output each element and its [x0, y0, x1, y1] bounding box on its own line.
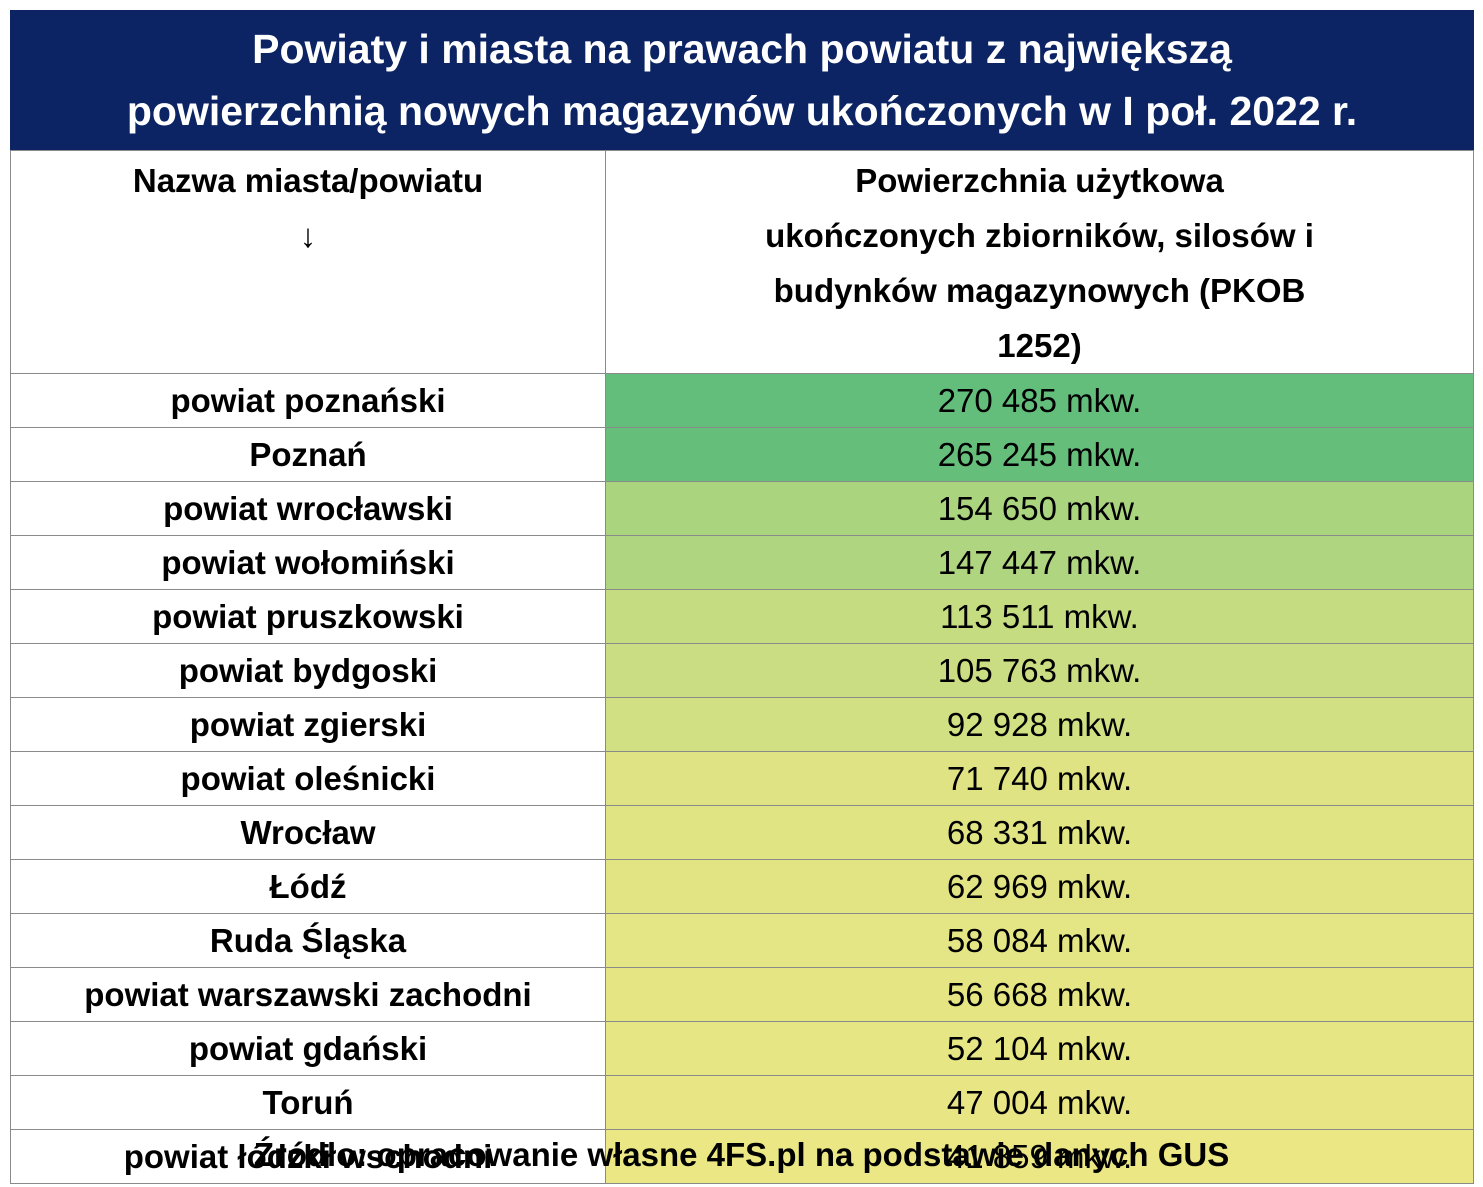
row-value-cell: 68 331 mkw. [605, 805, 1474, 860]
row-name-cell: powiat pruszkowski [10, 589, 606, 644]
header-name-column: Nazwa miasta/powiatu ↓ [10, 150, 606, 374]
row-value-cell: 41 859 mkw. [605, 1129, 1474, 1184]
row-value-cell: 71 740 mkw. [605, 751, 1474, 806]
row-name-cell: powiat bydgoski [10, 643, 606, 698]
header-value-column: Powierzchnia użytkowa ukończonych zbiorn… [605, 150, 1474, 374]
table-body: powiat poznański 270 485 mkw. Poznań 265 24… [10, 373, 1474, 1184]
row-value-cell: 47 004 mkw. [605, 1075, 1474, 1130]
row-name-cell: powiat gdański [10, 1021, 606, 1076]
row-name-cell: powiat poznański [10, 373, 606, 428]
title-line-2: powierzchnią nowych magazynów ukończonyc… [126, 88, 1358, 134]
row-name-cell: Łódź [10, 859, 606, 914]
row-value-cell: 92 928 mkw. [605, 697, 1474, 752]
table-row: Łódź 62 969 mkw. [10, 859, 1474, 914]
row-name-cell: Ruda Śląska [10, 913, 606, 968]
row-name-cell: powiat oleśnicki [10, 751, 606, 806]
row-name-cell: powiat warszawski zachodni [10, 967, 606, 1022]
table-row: powiat zgierski 92 928 mkw. [10, 697, 1474, 752]
row-name-cell: Wrocław [10, 805, 606, 860]
header-value-label: Powierzchnia użytkowa ukończonych zbiorn… [765, 162, 1314, 364]
table-row: powiat wołomiński 147 447 mkw. [10, 535, 1474, 590]
row-value-cell: 270 485 mkw. [605, 373, 1474, 428]
row-value-cell: 105 763 mkw. [605, 643, 1474, 698]
source-note: Źródło: opracowanie własne 4FS.pl na pod… [253, 1136, 1230, 1173]
row-name-cell: powiat wrocławski [10, 481, 606, 536]
row-name-cell: Poznań [10, 427, 606, 482]
row-name-cell: powiat łódzki wschodni [10, 1129, 606, 1184]
row-value-cell: 56 668 mkw. [605, 967, 1474, 1022]
warehouse-area-table: Nazwa miasta/powiatu ↓ Powierzchnia użyt… [10, 150, 1474, 1184]
header-name-label: Nazwa miasta/powiatu [132, 162, 484, 199]
table-row: Poznań 265 245 mkw. [10, 427, 1474, 482]
table-row: Wrocław 68 331 mkw. [10, 805, 1474, 860]
row-value-cell: 265 245 mkw. [605, 427, 1474, 482]
table-row: Ruda Śląska 58 084 mkw. [10, 913, 1474, 968]
title-line-1: Powiaty i miasta na prawach powiatu z na… [252, 26, 1232, 72]
row-value-cell: 147 447 mkw. [605, 535, 1474, 590]
table-title: Powiaty i miasta na prawach powiatu z na… [10, 10, 1474, 150]
table-row: powiat bydgoski 105 763 mkw. [10, 643, 1474, 698]
table-row: powiat warszawski zachodni 56 668 mkw. [10, 967, 1474, 1022]
row-value-cell: 62 969 mkw. [605, 859, 1474, 914]
table-row: powiat poznański 270 485 mkw. [10, 373, 1474, 428]
row-name-cell: Toruń [10, 1075, 606, 1130]
row-name-cell: powiat wołomiński [10, 535, 606, 590]
table-row: powiat gdański 52 104 mkw. [10, 1021, 1474, 1076]
table-row: powiat wrocławski 154 650 mkw. [10, 481, 1474, 536]
row-value-cell: 52 104 mkw. [605, 1021, 1474, 1076]
table-row: powiat łódzki wschodni 41 859 mkw. [10, 1129, 1474, 1184]
table-row: powiat pruszkowski 113 511 mkw. [10, 589, 1474, 644]
arrow-down-icon: ↓ [299, 217, 317, 254]
row-value-cell: 58 084 mkw. [605, 913, 1474, 968]
row-value-cell: 113 511 mkw. [605, 589, 1474, 644]
row-name-cell: powiat zgierski [10, 697, 606, 752]
row-value-cell: 154 650 mkw. [605, 481, 1474, 536]
table-row: Toruń 47 004 mkw. [10, 1075, 1474, 1130]
header-row: Nazwa miasta/powiatu ↓ Powierzchnia użyt… [10, 150, 1474, 374]
table-row: powiat oleśnicki 71 740 mkw. [10, 751, 1474, 806]
